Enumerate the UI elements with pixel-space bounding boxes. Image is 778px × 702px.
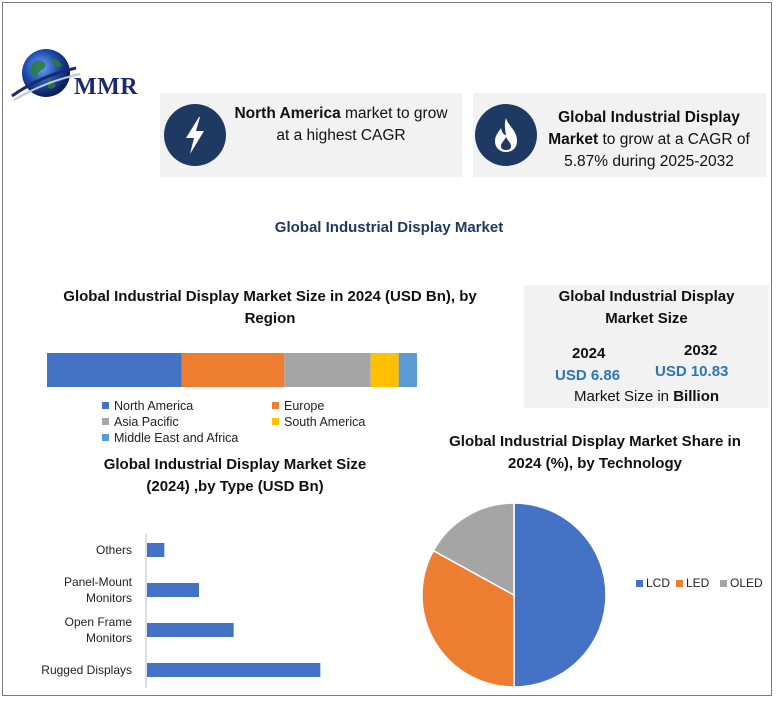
type-bar-panel-mount-monitors: [147, 583, 199, 597]
year-2024-label: 2024: [572, 345, 606, 362]
lightning-icon: [164, 104, 226, 166]
card-bold-text: North America: [234, 105, 341, 122]
type-category-label-open-frame-monitors: Open Frame Monitors: [65, 615, 133, 645]
type-category-label-others: Others: [96, 543, 132, 557]
type-bar-open-frame-monitors: [147, 623, 234, 637]
pie-slice-lcd: [513, 502, 607, 688]
pie-legend-item-lcd: LCD: [636, 576, 670, 590]
card-bold-text: Global Industrial Display Market: [548, 109, 740, 148]
footer-unit: Billion: [673, 388, 720, 405]
type-bar-chart: Others Panel-Mount Monitors Open Frame Monit…: [20, 530, 360, 695]
pie-slice-oled: [432, 502, 515, 597]
legend-label: Middle East and Africa: [114, 431, 239, 445]
region-bar-segment-asia-pacific: [284, 353, 371, 387]
legend-item-south-america: South America: [272, 415, 365, 429]
legend-swatch: [272, 418, 279, 425]
highlight-card-cagr: Global Industrial Display Market to grow…: [473, 93, 766, 177]
market-size-footer: Market Size in Billion: [524, 388, 769, 405]
legend-swatch: [102, 434, 109, 441]
pie-legend-swatch: [636, 580, 643, 587]
pie-legend-swatch: [676, 580, 683, 587]
market-size-box: Global Industrial Display Market Size 20…: [524, 285, 769, 408]
year-2032-label: 2032: [684, 342, 718, 359]
region-bar-segment-south-america: [370, 353, 399, 387]
pie-legend-item-led: LED: [676, 576, 710, 590]
legend-item-asia-pacific: Asia Pacific: [102, 415, 179, 429]
region-bar-segment-north-america: [47, 353, 182, 387]
technology-pie-chart: LCD LED OLED: [410, 495, 770, 695]
type-chart-title: Global Industrial Display Market Size (2…: [103, 456, 367, 495]
region-stacked-bar: [47, 353, 417, 387]
value-2032: USD 10.83: [655, 363, 729, 380]
type-category-label-rugged-displays: Rugged Displays: [41, 663, 132, 677]
legend-item-middle-east-and-africa: Middle East and Africa: [102, 431, 238, 445]
card-rest-text: market to grow at a highest CAGR: [276, 105, 448, 144]
legend-label: South America: [284, 415, 366, 429]
mmr-logo: MMR: [10, 46, 140, 108]
legend-item-north-america: North America: [102, 399, 193, 413]
region-bar-segment-europe: [181, 353, 285, 387]
type-category-label-panel-mount-monitors: Panel-Mount Monitors: [64, 575, 133, 605]
infographic-frame: [2, 2, 772, 696]
type-bar-others: [147, 543, 165, 557]
footer-prefix: Market Size in: [573, 388, 674, 405]
region-chart-title: Global Industrial Display Market Size in…: [63, 288, 477, 327]
legend-item-europe: Europe: [272, 399, 324, 413]
legend-label: Europe: [284, 399, 325, 413]
pie-legend-swatch: [720, 580, 727, 587]
pie-legend-label: LCD: [646, 576, 670, 590]
pie-legend-label: OLED: [730, 576, 763, 590]
flame-icon: [475, 104, 537, 166]
region-bar-segment-middle-east-and-africa: [398, 353, 417, 387]
value-2024: USD 6.86: [555, 367, 621, 384]
legend-label: Asia Pacific: [114, 415, 179, 429]
highlight-card-north-america: North America market to grow at a highes…: [160, 93, 462, 177]
main-title: Global Industrial Display Market: [274, 219, 504, 236]
logo-text: MMR: [74, 74, 139, 100]
pie-slice-led: [421, 549, 515, 688]
legend-label: North America: [114, 399, 194, 413]
technology-chart-title: Global Industrial Display Market Share i…: [449, 433, 741, 472]
legend-swatch: [102, 402, 109, 409]
card-text: North America market to grow at a highes…: [230, 103, 452, 147]
type-bar-rugged-displays: [147, 663, 321, 677]
card-rest-text: to grow at a CAGR of 5.87% during 2025-2…: [564, 131, 750, 170]
pie-legend-label: LED: [686, 576, 710, 590]
legend-swatch: [102, 418, 109, 425]
market-size-title: Global Industrial Display Market Size: [558, 288, 735, 327]
legend-swatch: [272, 402, 279, 409]
card-text: Global Industrial Display Market to grow…: [535, 107, 763, 173]
pie-legend-item-oled: OLED: [720, 576, 763, 590]
